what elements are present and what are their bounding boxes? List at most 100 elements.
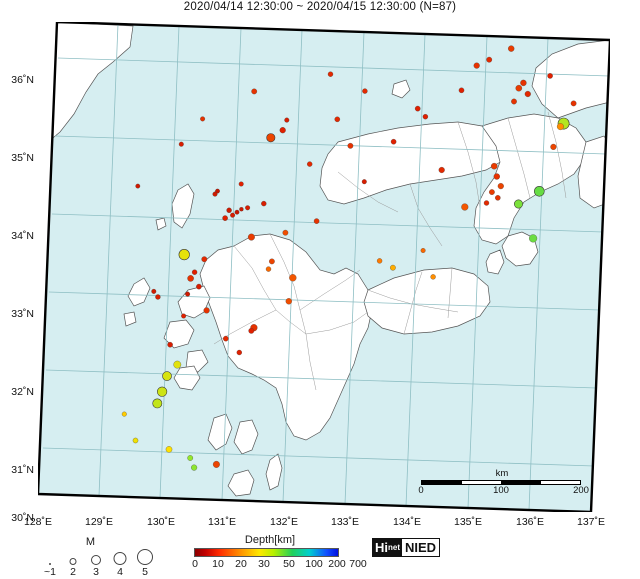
- epicenter-marker: [185, 291, 191, 297]
- magnitude-symbol-2: [69, 558, 77, 565]
- epicenter-marker: [251, 88, 258, 95]
- epicenter-marker: [486, 56, 493, 63]
- epicenter-marker: [489, 189, 495, 195]
- scale-tick-200: 200: [573, 485, 589, 496]
- depth-colorbar-ticks: 0 10 20 30 50 100 200 700: [190, 558, 367, 572]
- map-canvas: [38, 22, 610, 512]
- epicenter-marker: [284, 117, 290, 123]
- lon-label-134: 134˚E: [392, 516, 422, 528]
- epicenter-marker: [230, 212, 236, 218]
- epicenter-marker: [533, 186, 545, 197]
- epicenter-marker: [362, 88, 368, 94]
- depth-tick-20: 20: [235, 558, 247, 570]
- epicenter-marker: [238, 181, 244, 187]
- lon-label-133: 133˚E: [330, 516, 360, 528]
- epicenter-marker: [265, 266, 272, 272]
- epicenter-marker: [187, 275, 194, 282]
- epicenter-marker: [212, 191, 218, 197]
- lon-label-132: 132˚E: [269, 516, 299, 528]
- depth-legend-title: Depth[km]: [244, 534, 296, 546]
- epicenter-marker: [279, 127, 286, 134]
- epicenter-marker: [556, 123, 564, 131]
- lon-label-130: 130˚E: [146, 516, 176, 528]
- epicenter-marker: [430, 274, 436, 280]
- epicenter-marker: [422, 114, 429, 120]
- lat-label-30: 30˚N: [11, 512, 34, 524]
- epicenter-marker: [327, 71, 334, 77]
- epicenter-marker: [473, 62, 480, 69]
- epicenter-marker: [515, 84, 523, 92]
- depth-tick-30: 30: [258, 558, 270, 570]
- epicenter-marker: [347, 142, 354, 149]
- lat-label-36: 36˚N: [11, 74, 34, 86]
- epicenter-marker: [414, 105, 421, 112]
- epicenter-marker: [285, 298, 292, 305]
- epicenter-marker: [307, 161, 313, 167]
- epicenter-marker: [282, 229, 289, 236]
- epicenter-marker: [173, 360, 182, 369]
- epicenter-marker: [334, 116, 341, 123]
- epicenter-marker: [513, 199, 523, 209]
- epicenter-marker: [162, 371, 172, 381]
- epicenter-marker: [420, 248, 426, 253]
- prefecture-boundaries: [213, 111, 567, 391]
- magnitude-label-2: 2: [70, 566, 76, 578]
- scale-bar-graphic: [421, 480, 581, 485]
- epicenter-marker: [458, 87, 465, 94]
- depth-tick-100: 100: [305, 558, 323, 570]
- epicenter-marker: [376, 258, 383, 264]
- map-frame: [38, 22, 610, 512]
- magnitude-legend-symbols: [28, 549, 153, 566]
- epicenter-marker: [248, 327, 255, 334]
- logo-hi-text: Hi: [375, 540, 388, 555]
- depth-tick-10: 10: [212, 558, 224, 570]
- depth-tick-50: 50: [283, 558, 295, 570]
- epicenter-marker: [203, 307, 210, 314]
- graticule: [42, 23, 610, 511]
- magnitude-label-3: 3: [93, 566, 99, 578]
- depth-tick-200: 200: [328, 558, 346, 570]
- depth-tick-700: 700: [349, 558, 367, 570]
- epicenter-marker: [261, 200, 267, 207]
- depth-tick-0: 0: [192, 558, 198, 570]
- epicenter-marker: [483, 200, 490, 206]
- epicenter-marker: [151, 288, 157, 294]
- magnitude-label-4: 4: [117, 566, 123, 578]
- epicenter-markers: [121, 45, 577, 471]
- epicenter-marker: [529, 234, 538, 243]
- epicenter-marker: [181, 313, 187, 319]
- hinet-nied-logo: Hi net NIED: [372, 538, 441, 557]
- epicenter-marker: [226, 207, 232, 213]
- epicenter-marker: [234, 209, 240, 215]
- epicenter-marker: [121, 411, 127, 417]
- scale-unit-label: km: [495, 468, 509, 479]
- epicenter-marker: [155, 294, 161, 300]
- epicenter-marker: [223, 335, 229, 342]
- epicenter-marker: [313, 218, 320, 224]
- epicenter-marker: [245, 205, 251, 211]
- epicenter-marker: [167, 341, 173, 348]
- map-graphic: [38, 22, 610, 512]
- epicenter-marker: [524, 90, 531, 98]
- epicenter-marker: [390, 138, 397, 145]
- logo-nied-text: NIED: [402, 539, 440, 556]
- lat-label-35: 35˚N: [11, 152, 34, 164]
- lat-label-31: 31˚N: [11, 464, 34, 476]
- magnitude-legend-title: M: [85, 536, 96, 548]
- epicenter-marker: [191, 269, 198, 275]
- epicenter-marker: [156, 386, 168, 397]
- lon-label-131: 131˚E: [207, 516, 237, 528]
- lon-label-128: 128˚E: [23, 516, 53, 528]
- epicenter-marker: [132, 437, 139, 444]
- epicenter-marker: [269, 258, 275, 265]
- epicenter-marker: [152, 398, 163, 409]
- epicenter-marker: [266, 133, 276, 143]
- page-title: 2020/04/14 12:30:00 ~ 2020/04/15 12:30:0…: [183, 1, 457, 13]
- lon-label-137: 137˚E: [576, 516, 606, 528]
- epicenter-marker: [438, 166, 445, 174]
- epicenter-marker: [196, 283, 202, 290]
- epicenter-marker: [239, 207, 244, 212]
- scale-tick-100: 100: [493, 485, 509, 496]
- scale-bar: km 0 100 200: [418, 468, 589, 497]
- epicenter-marker: [508, 45, 515, 52]
